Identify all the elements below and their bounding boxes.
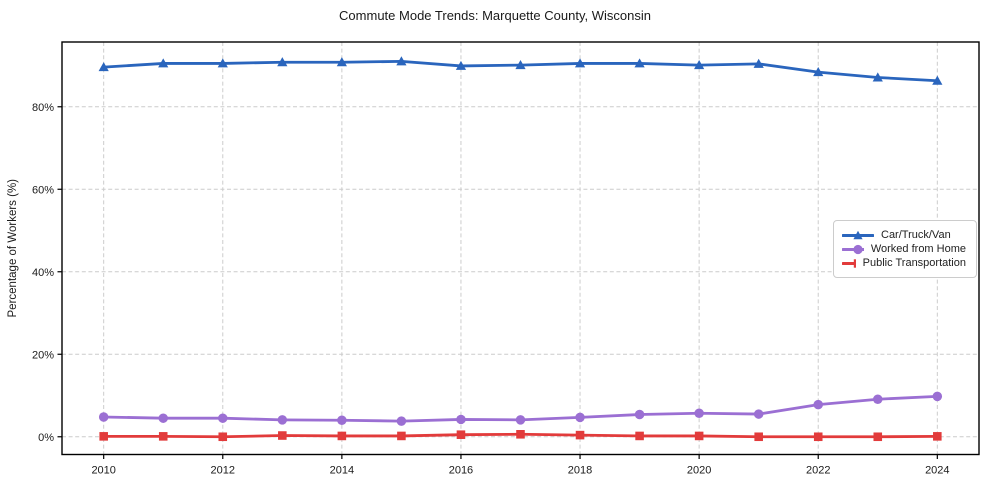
x-tick-label: 2022 (806, 465, 830, 477)
marker-car-truck-van (872, 72, 883, 82)
marker-worked-from-home (575, 412, 585, 423)
marker-public-transportation (99, 432, 108, 441)
x-tick-label: 2016 (449, 465, 473, 477)
marker-public-transportation (397, 431, 406, 441)
marker-car-truck-van (574, 58, 586, 68)
marker-car-truck-van (158, 58, 169, 68)
x-tick-label: 2020 (687, 465, 711, 477)
marker-car-truck-van (455, 60, 467, 70)
marker-worked-from-home (932, 391, 943, 402)
y-tick-label: 40% (32, 267, 54, 279)
marker-public-transportation (635, 431, 644, 441)
marker-car-truck-van (396, 56, 407, 66)
marker-public-transportation (873, 432, 883, 442)
marker-public-transportation (813, 432, 823, 442)
marker-car-truck-van (515, 60, 526, 70)
y-tick-label: 20% (32, 349, 54, 361)
marker-worked-from-home (634, 409, 645, 420)
square-legend-icon (842, 258, 856, 268)
marker-car-truck-van (753, 58, 764, 68)
x-tick-label: 2012 (211, 465, 235, 477)
x-tick-label: 2010 (91, 465, 115, 477)
marker-worked-from-home (813, 399, 823, 410)
legend-item-label: Public Transportation (862, 257, 966, 269)
y-tick-label: 80% (32, 102, 54, 114)
marker-public-transportation (694, 431, 704, 441)
triangle-up-legend-icon (842, 230, 874, 239)
marker-public-transportation (754, 432, 763, 442)
marker-worked-from-home (337, 415, 347, 426)
marker-public-transportation (158, 432, 168, 441)
y-tick-label: 0% (38, 432, 54, 444)
marker-worked-from-home (98, 412, 109, 422)
marker-car-truck-van (336, 57, 347, 67)
marker-car-truck-van (634, 58, 645, 68)
legend-item-worked-from-home: Worked from Home (842, 243, 966, 256)
marker-car-truck-van (932, 75, 943, 85)
marker-public-transportation (456, 430, 466, 439)
marker-worked-from-home (277, 415, 288, 425)
marker-worked-from-home (515, 415, 526, 425)
x-tick-label: 2018 (568, 465, 592, 477)
marker-car-truck-van (694, 60, 705, 70)
legend-item-label: Car/Truck/Van (881, 229, 951, 241)
plot-border (61, 41, 980, 456)
marker-car-truck-van (98, 62, 109, 72)
legend: Car/Truck/Van Worked from Home Public Tran… (833, 220, 977, 278)
legend-item-label: Worked from Home (870, 243, 966, 255)
marker-worked-from-home (456, 414, 466, 425)
marker-public-transportation (218, 432, 228, 442)
marker-worked-from-home (873, 394, 883, 404)
marker-worked-from-home (218, 413, 228, 423)
marker-public-transportation (278, 431, 287, 440)
x-tick-label: 2014 (330, 465, 354, 477)
marker-car-truck-van (813, 67, 824, 77)
marker-worked-from-home (753, 409, 764, 419)
chart-title: Commute Mode Trends: Marquette County, W… (339, 8, 651, 23)
x-tick-label: 2024 (925, 465, 949, 477)
legend-item-public-transportation: Public Transportation (842, 257, 966, 270)
marker-public-transportation (575, 430, 585, 440)
marker-worked-from-home (158, 413, 168, 423)
y-axis-label: Percentage of Workers (%) (7, 179, 19, 318)
marker-public-transportation (337, 431, 347, 441)
marker-public-transportation (516, 430, 525, 439)
marker-public-transportation (933, 432, 942, 441)
marker-car-truck-van (217, 58, 228, 68)
marker-worked-from-home (396, 416, 407, 426)
circle-legend-icon (842, 244, 864, 254)
marker-worked-from-home (694, 408, 704, 418)
y-tick-label: 60% (32, 184, 54, 196)
legend-item-car-truck-van: Car/Truck/Van (842, 229, 966, 242)
marker-car-truck-van (277, 57, 288, 67)
